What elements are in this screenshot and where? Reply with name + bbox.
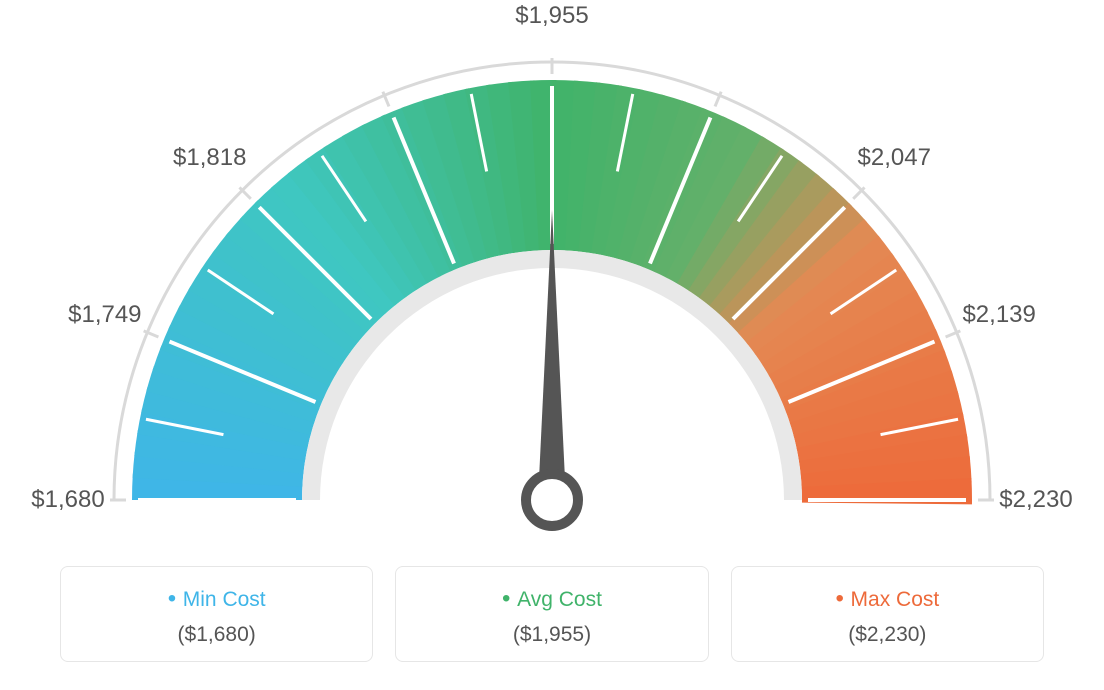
gauge-tick-label: $1,818 — [173, 144, 246, 172]
legend-card-min: Min Cost ($1,680) — [60, 566, 373, 662]
gauge-tick-label: $2,139 — [962, 301, 1035, 329]
gauge-tick-label: $1,955 — [515, 2, 588, 30]
legend-max-title: Max Cost — [742, 585, 1033, 613]
legend-card-avg: Avg Cost ($1,955) — [395, 566, 708, 662]
legend-min-title: Min Cost — [71, 585, 362, 613]
legend-row: Min Cost ($1,680) Avg Cost ($1,955) Max … — [60, 566, 1044, 662]
gauge-area: $1,680 $1,749 $1,818 $1,955 $2,047 $2,139 $2,2… — [0, 0, 1104, 540]
gauge-tick-label: $2,047 — [858, 144, 931, 172]
gauge-tick-label: $1,680 — [31, 486, 104, 514]
cost-gauge-chart: $1,680 $1,749 $1,818 $1,955 $2,047 $2,139 $2,2… — [0, 0, 1104, 690]
gauge-tick-label: $1,749 — [68, 301, 141, 329]
legend-min-value: ($1,680) — [71, 623, 362, 647]
gauge-svg — [0, 0, 1104, 540]
legend-avg-title: Avg Cost — [406, 585, 697, 613]
legend-max-value: ($2,230) — [742, 623, 1033, 647]
legend-card-max: Max Cost ($2,230) — [731, 566, 1044, 662]
legend-avg-value: ($1,955) — [406, 623, 697, 647]
gauge-tick-label: $2,230 — [999, 486, 1072, 514]
